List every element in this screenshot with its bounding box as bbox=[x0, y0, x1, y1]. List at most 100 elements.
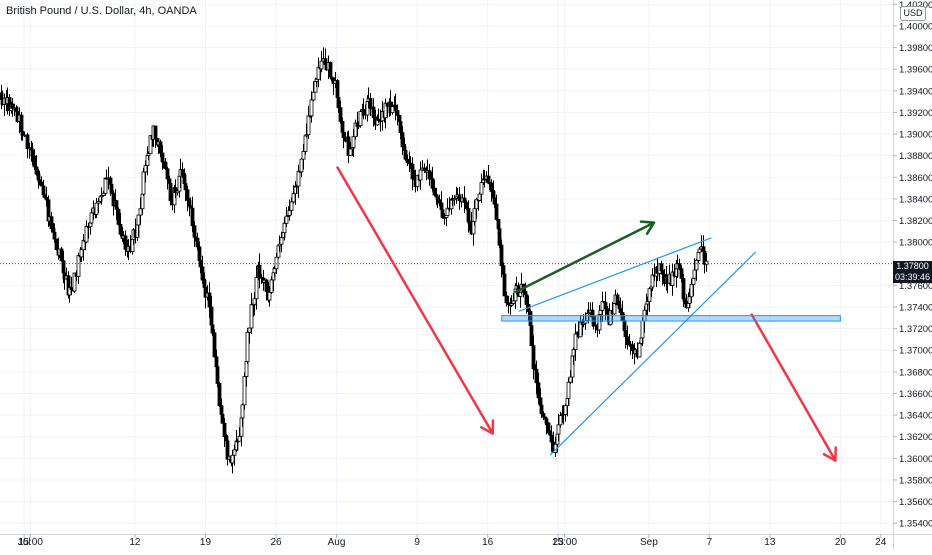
candle[interactable] bbox=[249, 292, 254, 334]
candle[interactable] bbox=[232, 444, 237, 466]
candle[interactable] bbox=[338, 101, 343, 124]
candle[interactable] bbox=[358, 109, 363, 128]
candle[interactable] bbox=[479, 173, 484, 204]
candle[interactable] bbox=[72, 272, 77, 294]
candle[interactable] bbox=[212, 329, 217, 358]
candle[interactable] bbox=[531, 335, 536, 380]
candle[interactable] bbox=[59, 246, 64, 262]
candle[interactable] bbox=[76, 252, 81, 284]
candle[interactable] bbox=[679, 265, 684, 283]
candle[interactable] bbox=[289, 197, 294, 215]
candle[interactable] bbox=[316, 57, 321, 88]
candle[interactable] bbox=[254, 266, 259, 310]
candle[interactable] bbox=[462, 186, 467, 213]
candle[interactable] bbox=[240, 403, 245, 427]
candle[interactable] bbox=[546, 422, 551, 435]
candle[interactable] bbox=[319, 50, 324, 73]
candle[interactable] bbox=[539, 403, 544, 419]
candle[interactable] bbox=[615, 292, 620, 306]
y-axis-labels[interactable]: 1.40200 1.40000 1.39800 1.39600 1.39400 1.392… bbox=[893, 0, 932, 530]
candle[interactable] bbox=[217, 381, 222, 407]
candle[interactable] bbox=[153, 125, 158, 149]
candle[interactable] bbox=[222, 418, 227, 447]
annotations[interactable] bbox=[0, 166, 893, 462]
candle[interactable] bbox=[650, 268, 655, 292]
candle[interactable] bbox=[185, 185, 190, 212]
candle[interactable] bbox=[200, 255, 205, 284]
candle[interactable] bbox=[556, 413, 561, 442]
candle[interactable] bbox=[84, 220, 89, 244]
candle[interactable] bbox=[637, 341, 642, 358]
arrow-annotation[interactable] bbox=[336, 166, 495, 435]
candle[interactable] bbox=[123, 230, 128, 256]
candle[interactable] bbox=[279, 231, 284, 253]
candle[interactable] bbox=[521, 283, 526, 298]
candle-body-down bbox=[220, 414, 225, 424]
candle[interactable] bbox=[10, 98, 15, 117]
last-price-tag: 1.37800 03:39:46 bbox=[893, 261, 932, 283]
candle[interactable] bbox=[457, 186, 462, 210]
candle[interactable] bbox=[52, 223, 57, 243]
candle[interactable] bbox=[544, 418, 549, 435]
candle[interactable] bbox=[541, 411, 546, 421]
candle[interactable] bbox=[353, 119, 358, 140]
candle[interactable] bbox=[54, 238, 59, 251]
candle[interactable] bbox=[165, 166, 170, 190]
candle[interactable] bbox=[410, 157, 415, 191]
arrow-annotation[interactable] bbox=[514, 220, 656, 294]
candlestick-series[interactable] bbox=[0, 47, 709, 474]
candle[interactable] bbox=[351, 128, 356, 157]
candle[interactable] bbox=[427, 163, 432, 186]
candle[interactable] bbox=[299, 157, 304, 178]
candle[interactable] bbox=[301, 144, 306, 170]
candle[interactable] bbox=[257, 253, 262, 289]
support-zone[interactable] bbox=[501, 315, 841, 322]
candle-body-up bbox=[296, 170, 301, 187]
candle[interactable] bbox=[245, 328, 250, 364]
candle[interactable] bbox=[497, 225, 502, 249]
candle[interactable] bbox=[168, 179, 173, 206]
candle[interactable] bbox=[499, 239, 504, 278]
candle[interactable] bbox=[141, 167, 146, 197]
candle[interactable] bbox=[306, 105, 311, 140]
candle[interactable] bbox=[311, 81, 316, 102]
candle[interactable] bbox=[494, 194, 499, 221]
candle[interactable] bbox=[267, 286, 272, 307]
candle[interactable] bbox=[49, 212, 54, 233]
candle[interactable] bbox=[368, 92, 373, 117]
candle[interactable] bbox=[445, 198, 450, 216]
candle[interactable] bbox=[282, 217, 287, 241]
candle[interactable] bbox=[566, 377, 571, 406]
candle[interactable] bbox=[573, 323, 578, 361]
candle[interactable] bbox=[114, 199, 119, 220]
candle[interactable] bbox=[630, 340, 635, 359]
candle[interactable] bbox=[502, 271, 507, 297]
arrow-annotation[interactable] bbox=[750, 313, 837, 462]
candle[interactable] bbox=[103, 177, 108, 196]
trend-line[interactable] bbox=[518, 237, 712, 312]
candle[interactable] bbox=[395, 104, 400, 126]
candle[interactable] bbox=[163, 157, 168, 171]
candle[interactable] bbox=[418, 161, 423, 190]
candle[interactable] bbox=[25, 132, 30, 159]
candle[interactable] bbox=[109, 179, 114, 194]
trend-line[interactable] bbox=[549, 251, 757, 456]
candle[interactable] bbox=[210, 317, 215, 337]
candle[interactable] bbox=[215, 358, 220, 388]
candle[interactable] bbox=[284, 207, 289, 227]
candle[interactable] bbox=[670, 264, 675, 296]
candle[interactable] bbox=[242, 372, 247, 410]
candle[interactable] bbox=[296, 164, 301, 198]
candle[interactable] bbox=[309, 91, 314, 123]
candle[interactable] bbox=[190, 196, 195, 233]
candle[interactable] bbox=[694, 258, 699, 281]
candle[interactable] bbox=[225, 434, 230, 466]
candle[interactable] bbox=[704, 253, 709, 272]
candle[interactable] bbox=[116, 207, 121, 226]
candle[interactable] bbox=[146, 151, 151, 161]
candle[interactable] bbox=[303, 135, 308, 155]
currency-button[interactable]: USD bbox=[900, 6, 926, 21]
